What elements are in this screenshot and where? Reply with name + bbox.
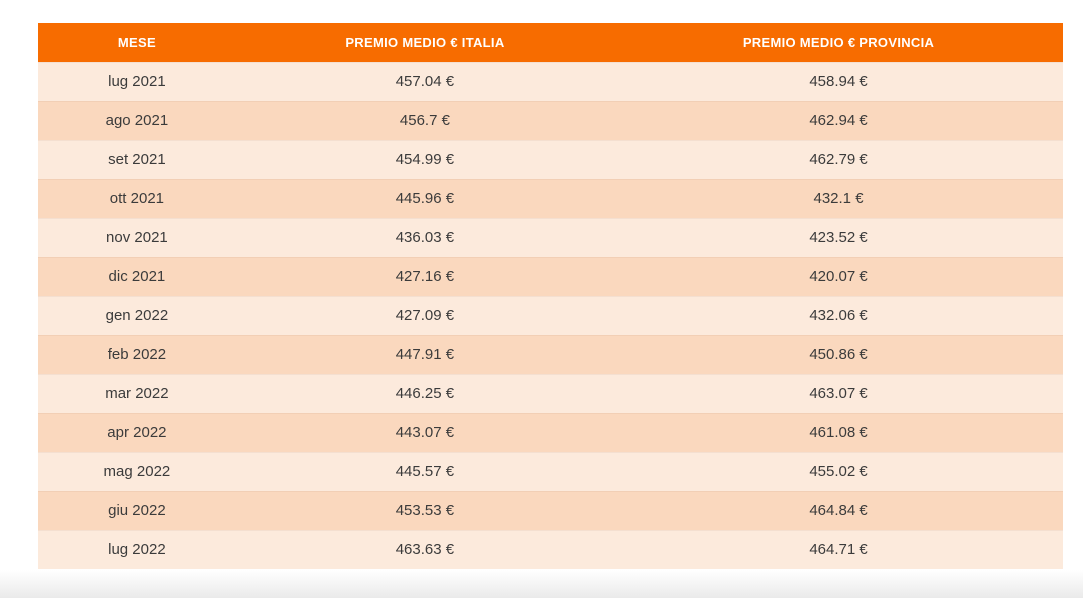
- cell-premio-italia: 445.57 €: [235, 451, 615, 491]
- cell-premio-italia: 456.7 €: [235, 100, 615, 140]
- table-row: dic 2021 427.16 € 420.07 €: [38, 256, 1063, 296]
- cell-mese: lug 2021: [38, 61, 236, 101]
- cell-premio-provincia: 458.94 €: [614, 61, 1063, 101]
- table-row: apr 2022 443.07 € 461.08 €: [38, 412, 1063, 452]
- table-row: nov 2021 436.03 € 423.52 €: [38, 217, 1063, 257]
- cell-mese: gen 2022: [38, 295, 236, 335]
- premium-table: MESE PREMIO MEDIO € ITALIA PREMIO MEDIO …: [38, 23, 1063, 569]
- table-row: set 2021 454.99 € 462.79 €: [38, 139, 1063, 179]
- table-row: lug 2021 457.04 € 458.94 €: [38, 61, 1063, 101]
- cell-mese: mar 2022: [38, 373, 236, 413]
- cell-mese: giu 2022: [38, 490, 236, 530]
- cell-mese: ago 2021: [38, 100, 236, 140]
- cell-premio-provincia: 423.52 €: [614, 217, 1063, 257]
- cell-premio-provincia: 432.06 €: [614, 295, 1063, 335]
- table-header: MESE PREMIO MEDIO € ITALIA PREMIO MEDIO …: [38, 23, 1063, 62]
- table-row: ago 2021 456.7 € 462.94 €: [38, 100, 1063, 140]
- table-row: lug 2022 463.63 € 464.71 €: [38, 529, 1063, 569]
- cell-premio-provincia: 455.02 €: [614, 451, 1063, 491]
- table-row: ott 2021 445.96 € 432.1 €: [38, 178, 1063, 218]
- cell-mese: mag 2022: [38, 451, 236, 491]
- column-header-premio-italia: PREMIO MEDIO € ITALIA: [235, 23, 615, 62]
- table-row: mar 2022 446.25 € 463.07 €: [38, 373, 1063, 413]
- cell-premio-italia: 445.96 €: [235, 178, 615, 218]
- header-row: MESE PREMIO MEDIO € ITALIA PREMIO MEDIO …: [38, 23, 1063, 62]
- cell-mese: lug 2022: [38, 529, 236, 569]
- cell-premio-provincia: 464.71 €: [614, 529, 1063, 569]
- cell-premio-italia: 446.25 €: [235, 373, 615, 413]
- cell-premio-provincia: 432.1 €: [614, 178, 1063, 218]
- cell-premio-provincia: 462.79 €: [614, 139, 1063, 179]
- cell-mese: feb 2022: [38, 334, 236, 374]
- cell-premio-provincia: 420.07 €: [614, 256, 1063, 296]
- cell-mese: ott 2021: [38, 178, 236, 218]
- table-row: mag 2022 445.57 € 455.02 €: [38, 451, 1063, 491]
- cell-mese: apr 2022: [38, 412, 236, 452]
- cell-premio-italia: 447.91 €: [235, 334, 615, 374]
- cell-premio-provincia: 450.86 €: [614, 334, 1063, 374]
- cell-mese: set 2021: [38, 139, 236, 179]
- cell-premio-italia: 443.07 €: [235, 412, 615, 452]
- cell-mese: dic 2021: [38, 256, 236, 296]
- cell-mese: nov 2021: [38, 217, 236, 257]
- column-header-mese: MESE: [38, 23, 236, 62]
- column-header-premio-provincia: PREMIO MEDIO € PROVINCIA: [614, 23, 1063, 62]
- cell-premio-provincia: 463.07 €: [614, 373, 1063, 413]
- cell-premio-provincia: 464.84 €: [614, 490, 1063, 530]
- cell-premio-italia: 427.09 €: [235, 295, 615, 335]
- table-row: gen 2022 427.09 € 432.06 €: [38, 295, 1063, 335]
- table-row: giu 2022 453.53 € 464.84 €: [38, 490, 1063, 530]
- table-body: lug 2021 457.04 € 458.94 € ago 2021 456.…: [38, 61, 1063, 569]
- cell-premio-provincia: 462.94 €: [614, 100, 1063, 140]
- cell-premio-italia: 457.04 €: [235, 61, 615, 101]
- cell-premio-italia: 453.53 €: [235, 490, 615, 530]
- cell-premio-italia: 427.16 €: [235, 256, 615, 296]
- cell-premio-provincia: 461.08 €: [614, 412, 1063, 452]
- cell-premio-italia: 463.63 €: [235, 529, 615, 569]
- cell-premio-italia: 454.99 €: [235, 139, 615, 179]
- table-row: feb 2022 447.91 € 450.86 €: [38, 334, 1063, 374]
- bottom-fade-gradient: [0, 570, 1083, 598]
- cell-premio-italia: 436.03 €: [235, 217, 615, 257]
